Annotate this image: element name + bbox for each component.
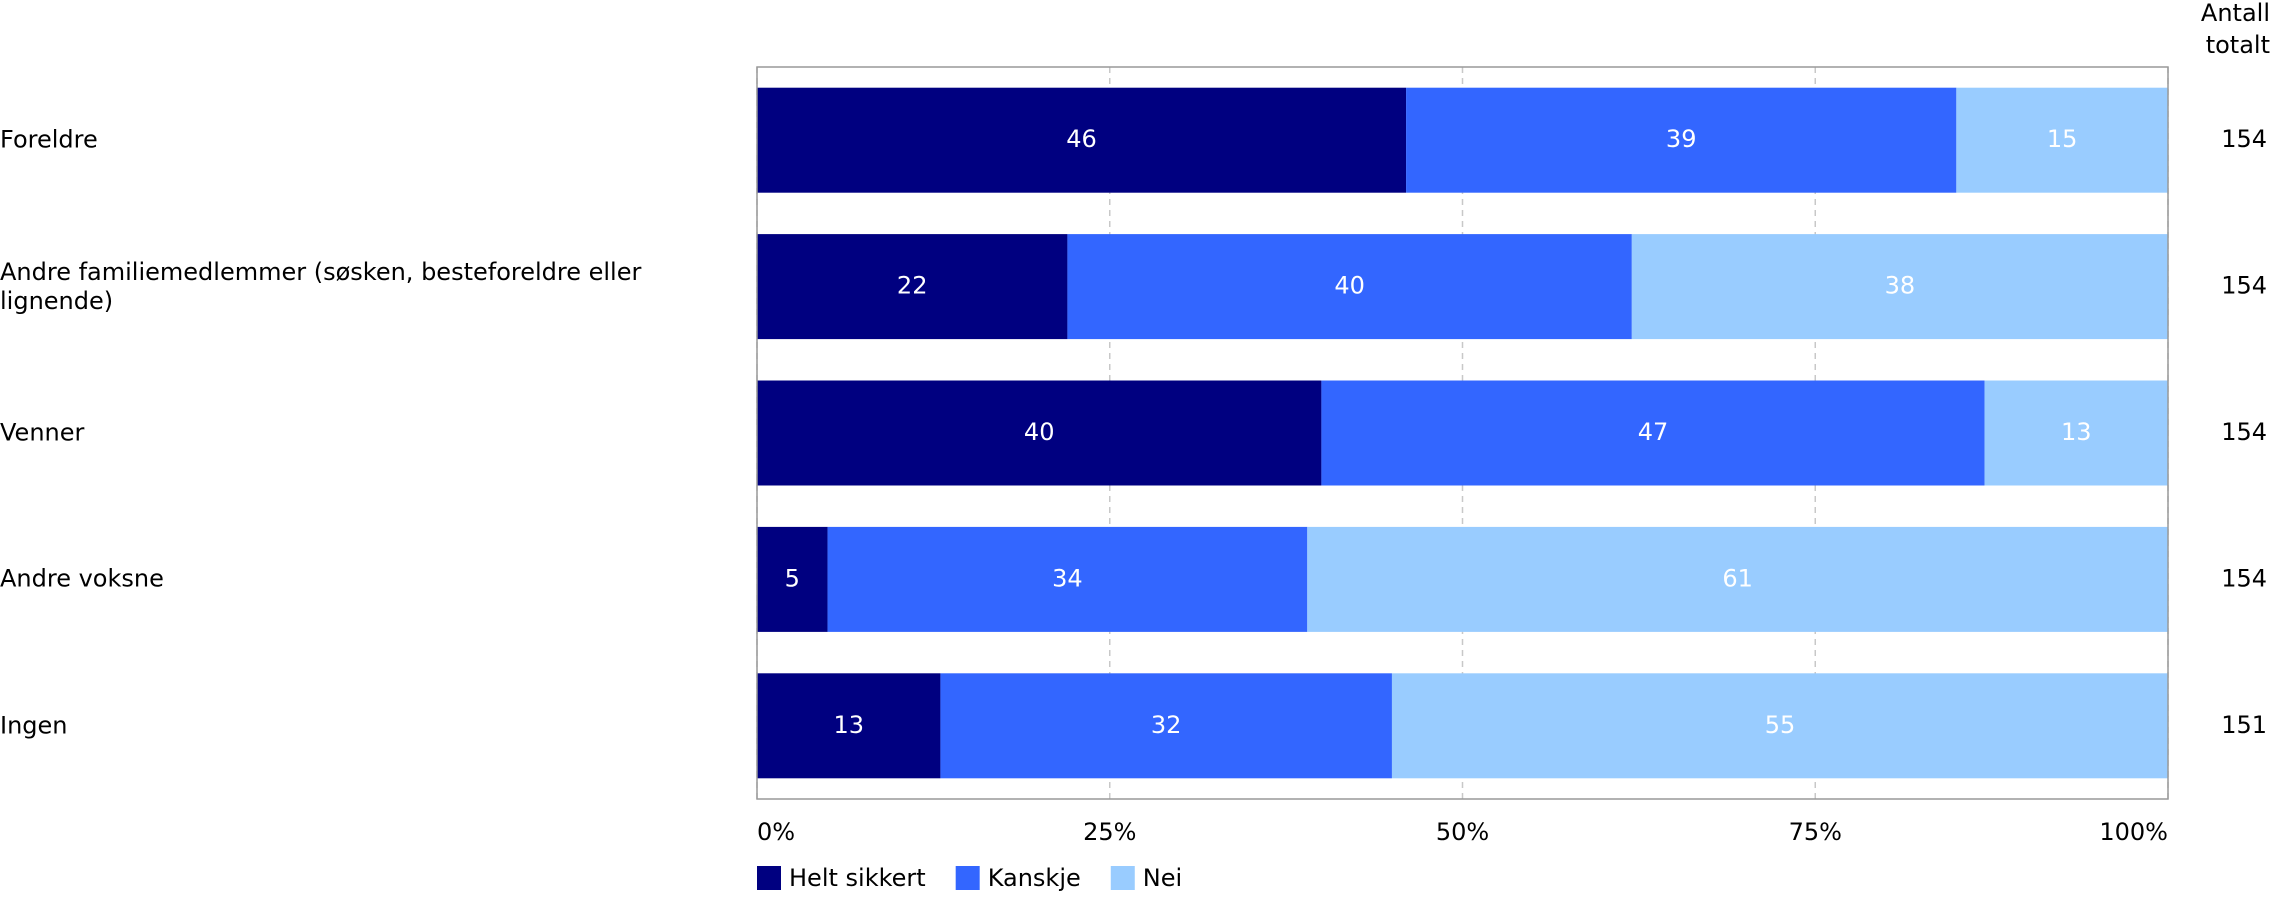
totals-title: Antall <box>2201 0 2270 27</box>
x-tick-label: 100% <box>2099 818 2168 846</box>
bar-segment <box>1631 234 2168 340</box>
total-label: 154 <box>2221 564 2267 592</box>
total-label: 154 <box>2221 125 2267 153</box>
value-label: 34 <box>1052 564 1083 592</box>
legend-label: Kanskje <box>988 864 1081 892</box>
category-label: Venner <box>0 418 85 447</box>
value-label: 47 <box>1638 418 1669 446</box>
value-label: 5 <box>785 564 800 592</box>
bar-segment <box>757 673 941 779</box>
legend-label: Helt sikkert <box>789 864 926 892</box>
value-label: 55 <box>1765 711 1796 739</box>
total-label: 151 <box>2221 711 2267 739</box>
value-label: 46 <box>1066 125 1097 153</box>
bar-segment <box>1391 673 2168 779</box>
total-label: 154 <box>2221 418 2267 446</box>
value-label: 40 <box>1024 418 1055 446</box>
value-label: 61 <box>1722 564 1753 592</box>
bar-segment <box>1321 380 1985 486</box>
bar-segment <box>757 380 1322 486</box>
bar-segment <box>940 673 1392 779</box>
bar-segment <box>1984 380 2168 486</box>
x-tick-label: 50% <box>1436 818 1489 846</box>
x-tick-label: 0% <box>757 818 795 846</box>
value-label: 40 <box>1334 272 1365 300</box>
value-label: 15 <box>2047 125 2078 153</box>
bar-segment <box>757 526 828 632</box>
plot-border <box>756 66 2169 800</box>
legend-swatch <box>1110 866 1135 890</box>
totals-title: totalt <box>2206 31 2270 59</box>
value-label: 13 <box>2061 418 2092 446</box>
legend-label: Nei <box>1143 864 1182 892</box>
bar-segment <box>1067 234 1632 340</box>
value-label: 39 <box>1666 125 1697 153</box>
total-label: 154 <box>2221 272 2267 300</box>
x-tick-label: 25% <box>1083 818 1136 846</box>
category-label: Ingen <box>0 711 68 740</box>
bar-segment <box>757 234 1068 340</box>
legend-swatch <box>955 866 980 890</box>
legend-swatch <box>757 866 781 890</box>
category-label: Andre voksne <box>0 564 164 593</box>
bar-segment <box>1406 87 1957 193</box>
bar-segment <box>827 526 1308 632</box>
value-label: 38 <box>1885 272 1916 300</box>
bar-segment <box>757 87 1407 193</box>
bar-segment <box>1307 526 2168 632</box>
x-tick-label: 75% <box>1789 818 1842 846</box>
bar-segment <box>1956 87 2168 193</box>
value-label: 22 <box>897 272 928 300</box>
value-label: 13 <box>833 711 864 739</box>
value-label: 32 <box>1151 711 1182 739</box>
category-label: Andre familiemedlemmer (søsken, bestefor… <box>0 257 642 315</box>
category-label: Foreldre <box>0 125 98 154</box>
